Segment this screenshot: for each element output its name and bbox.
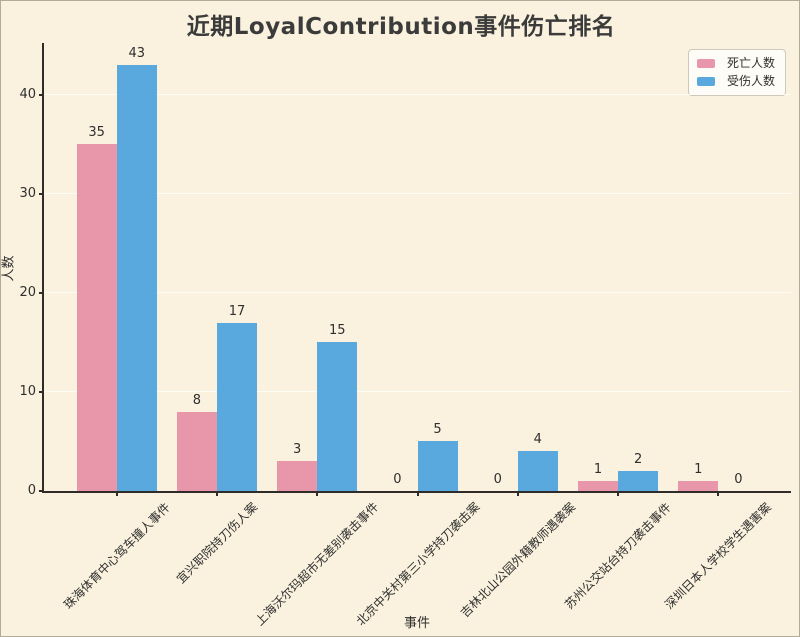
x-axis-line	[42, 491, 791, 493]
x-tick-mark	[617, 491, 620, 496]
x-tick-mark	[416, 491, 419, 496]
bar-series0-cat0	[76, 144, 117, 491]
bar-value-label: 0	[734, 472, 743, 487]
x-tick-mark	[516, 491, 519, 496]
legend-item-deaths: 死亡人数	[696, 56, 775, 70]
bar-value-label: 0	[493, 472, 502, 487]
bar-series1-cat5	[618, 471, 659, 491]
bar-series1-cat2	[317, 342, 358, 491]
chart-title: 近期LoyalContribution事件伤亡排名	[186, 14, 616, 40]
x-tick-label: 深圳日本人学校学生遇害案	[662, 499, 775, 612]
bar-value-label: 0	[393, 472, 402, 487]
injured-color-swatch	[696, 77, 715, 86]
y-tick-label: 10	[19, 383, 36, 399]
gridline	[44, 391, 791, 393]
y-tick-mark	[39, 192, 44, 195]
bar-value-label: 2	[633, 452, 643, 468]
x-tick-mark	[717, 491, 720, 496]
y-tick-mark	[39, 291, 44, 294]
bar-value-label: 15	[329, 323, 346, 339]
x-tick-label: 苏州公交站台持刀袭击事件	[562, 499, 674, 612]
bar-series1-cat4	[517, 451, 558, 491]
x-tick-label: 珠海体育中心驾车撞人事件	[60, 499, 173, 612]
legend: 死亡人数 受伤人数	[687, 49, 786, 96]
y-tick-label: 30	[19, 185, 36, 201]
x-axis-label: 事件	[403, 616, 430, 631]
y-axis-line	[42, 43, 44, 493]
bar-value-label: 1	[694, 462, 703, 478]
y-tick-label: 40	[19, 86, 36, 102]
y-tick-label: 20	[19, 284, 36, 300]
bar-series1-cat0	[116, 65, 157, 491]
legend-label-injured: 受伤人数	[726, 74, 775, 88]
y-tick-mark	[39, 93, 44, 96]
bar-series1-cat1	[216, 322, 258, 491]
bar-value-label: 3	[293, 442, 302, 458]
gridline	[44, 292, 791, 294]
bar-series0-cat6	[678, 481, 719, 491]
bar-series0-cat2	[277, 461, 318, 491]
deaths-color-swatch	[696, 59, 715, 68]
bar-value-label: 43	[128, 46, 145, 61]
y-tick-mark	[39, 390, 44, 393]
bar-value-label: 4	[533, 432, 542, 448]
bar-value-label: 5	[433, 422, 442, 438]
bar-value-label: 8	[192, 392, 202, 408]
gridline	[44, 94, 791, 96]
legend-label-deaths: 死亡人数	[726, 56, 775, 70]
gridline	[44, 193, 791, 195]
bar-series0-cat1	[176, 411, 217, 491]
x-tick-mark	[215, 491, 218, 496]
bar-value-label: 1	[593, 462, 603, 478]
bar-series1-cat3	[417, 441, 458, 491]
y-tick-label: 0	[27, 483, 36, 498]
x-tick-mark	[316, 491, 319, 496]
x-tick-mark	[115, 491, 118, 496]
y-tick-mark	[39, 490, 44, 492]
legend-item-injured: 受伤人数	[696, 74, 775, 88]
bar-value-label: 17	[228, 303, 246, 319]
x-tick-label: 宜兴职院持刀伤人案	[173, 499, 261, 586]
bar-value-label: 35	[88, 125, 105, 141]
bar-series0-cat5	[577, 481, 619, 491]
